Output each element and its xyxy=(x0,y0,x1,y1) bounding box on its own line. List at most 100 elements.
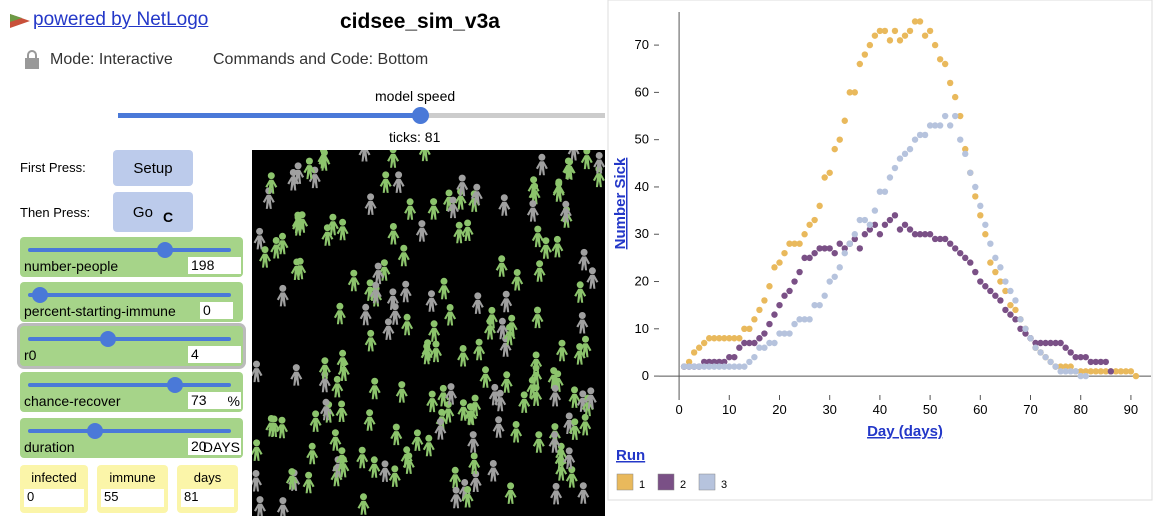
agent-body xyxy=(536,161,548,175)
agent-head xyxy=(589,267,596,274)
agent xyxy=(532,226,544,248)
agent-head xyxy=(362,304,369,311)
x-tick-label: 90 xyxy=(1124,402,1138,417)
agent xyxy=(365,193,377,215)
slider-thumb[interactable] xyxy=(87,423,103,439)
data-point xyxy=(872,207,878,213)
agent-head xyxy=(474,292,481,299)
slider-units: % xyxy=(228,393,240,409)
agent-body xyxy=(510,429,522,443)
agent xyxy=(277,285,289,307)
agent xyxy=(550,483,562,505)
logo xyxy=(10,12,30,28)
agent xyxy=(398,245,410,267)
agent-body xyxy=(579,421,591,435)
data-point xyxy=(907,28,913,34)
agent-head xyxy=(460,345,467,352)
button-prompt: First Press: xyxy=(20,160,86,175)
agent-body xyxy=(359,150,371,162)
go-label: Go xyxy=(133,204,153,221)
slider-track[interactable] xyxy=(28,248,231,252)
agent-body xyxy=(577,490,589,504)
legend-swatch[interactable] xyxy=(617,474,633,490)
data-point xyxy=(756,335,762,341)
mode-label[interactable]: Mode: Interactive xyxy=(50,51,173,69)
slider-track[interactable] xyxy=(28,429,231,433)
data-point xyxy=(761,345,767,351)
agent xyxy=(396,381,408,403)
agent-head xyxy=(371,378,378,385)
data-point xyxy=(832,146,838,152)
slider-thumb[interactable] xyxy=(32,287,48,303)
legend-swatch[interactable] xyxy=(658,474,674,490)
agent xyxy=(400,281,412,303)
legend-swatch[interactable] xyxy=(699,474,715,490)
agent-head xyxy=(508,315,515,322)
agent-body xyxy=(532,233,544,247)
slider-track[interactable] xyxy=(28,293,231,297)
agent-head xyxy=(464,220,471,227)
agent-head xyxy=(472,395,479,402)
agent xyxy=(252,361,263,383)
agent-head xyxy=(446,190,453,197)
slider-track[interactable] xyxy=(28,383,231,387)
speed-thumb[interactable] xyxy=(412,107,429,124)
agent-head xyxy=(459,175,466,182)
agent xyxy=(473,339,485,361)
data-point xyxy=(816,203,822,209)
agent xyxy=(393,171,405,193)
agent-head xyxy=(371,456,378,463)
agent-head xyxy=(534,226,541,233)
agent-head xyxy=(423,343,430,350)
setup-button[interactable]: Setup xyxy=(113,150,193,186)
slider-thumb[interactable] xyxy=(167,377,183,393)
agent xyxy=(404,198,416,220)
agent xyxy=(390,424,402,446)
agent-head xyxy=(253,361,260,368)
agent-head xyxy=(385,318,392,325)
slider-thumb[interactable] xyxy=(157,242,173,258)
agent-body xyxy=(348,277,360,291)
slider-track[interactable] xyxy=(28,337,231,341)
slider-value: 4 xyxy=(188,346,241,363)
data-point xyxy=(806,316,812,322)
legend-label: 3 xyxy=(721,479,727,491)
agent-head xyxy=(305,472,312,479)
ticks-label: ticks: xyxy=(389,129,421,145)
agent-head xyxy=(350,270,357,277)
agent-head xyxy=(461,479,468,486)
agent-body xyxy=(382,326,394,340)
data-point xyxy=(832,274,838,280)
commands-label[interactable]: Commands and Code: Bottom xyxy=(213,51,428,69)
data-point xyxy=(1047,359,1053,365)
agent xyxy=(486,307,498,329)
agent xyxy=(468,453,480,475)
data-point xyxy=(982,231,988,237)
agent-head xyxy=(501,194,508,201)
agent-head xyxy=(506,324,513,331)
agent xyxy=(337,219,349,241)
monitor-value: 0 xyxy=(24,489,84,507)
agent-head xyxy=(551,423,558,430)
agent xyxy=(419,150,431,161)
netlogo-link[interactable]: powered by NetLogo xyxy=(33,9,208,31)
data-point xyxy=(957,250,963,256)
agent-head xyxy=(338,401,345,408)
slider-thumb[interactable] xyxy=(100,331,116,347)
agent-body xyxy=(518,399,530,413)
agent xyxy=(329,429,341,451)
agent-body xyxy=(423,442,435,456)
agent-head xyxy=(555,180,562,187)
data-point xyxy=(952,113,958,119)
agent-head xyxy=(398,381,405,388)
data-point xyxy=(927,231,933,237)
slider: r04 xyxy=(20,326,243,366)
agent xyxy=(480,366,492,388)
x-tick-label: 0 xyxy=(675,402,682,417)
data-point xyxy=(837,240,843,246)
agent-head xyxy=(495,416,502,423)
data-point xyxy=(1042,354,1048,360)
agent xyxy=(319,371,331,393)
agent-head xyxy=(491,384,498,391)
